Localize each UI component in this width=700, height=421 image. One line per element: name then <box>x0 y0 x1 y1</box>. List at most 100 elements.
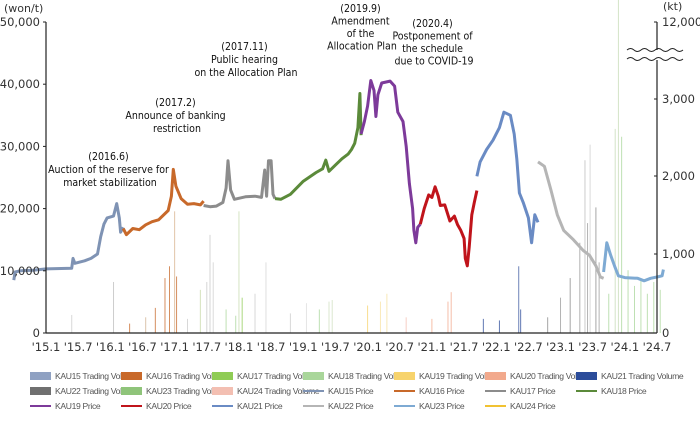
legend-item: KAU21 Price <box>212 401 303 411</box>
x-tick-label: '23.7 <box>578 340 607 354</box>
x-tick-label: '16.7 <box>128 340 157 354</box>
legend-label: KAU16 Trading Volume <box>146 370 229 381</box>
legend-item: KAU24 Trading Volume <box>212 386 320 396</box>
annotation-2016-6: (2016.6) Auction of the reserve for mark… <box>48 151 172 189</box>
legend-swatch-box-icon <box>576 371 597 380</box>
annotation-2019-9: (2019.9) Amendment of the Allocation Pla… <box>327 3 397 53</box>
right-tick-label: 3,000 <box>662 92 695 106</box>
x-tick-label: '21.1 <box>418 340 447 354</box>
x-tick-label: '19.7 <box>321 340 350 354</box>
x-tick-label: '16.1 <box>96 340 125 354</box>
legend-label: KAU15 Trading Volume <box>55 370 138 381</box>
kau15-price-line <box>12 202 125 281</box>
legend-label: KAU24 Price <box>510 400 556 411</box>
legend-label: KAU21 Trading Volume <box>601 370 684 381</box>
legend-swatch-line-icon <box>576 389 597 392</box>
x-tick-label: '17.7 <box>192 340 221 354</box>
legend-item: KAU22 Price <box>303 401 394 411</box>
legend-item: KAU16 Trading Volume <box>121 371 229 381</box>
legend-item: KAU17 Trading Volume <box>212 371 320 381</box>
legend-label: KAU22 Trading Volume <box>55 385 138 396</box>
kau19-price-line <box>359 79 422 245</box>
legend-label: KAU21 Price <box>237 400 283 411</box>
legend-row: KAU15 Trading Volume KAU16 Trading Volume… <box>30 368 690 383</box>
legend-label: KAU23 Price <box>419 400 465 411</box>
x-tick-label: '21.7 <box>450 340 479 354</box>
legend-label: KAU18 Trading Volume <box>328 370 411 381</box>
legend-label: KAU23 Trading Volume <box>146 385 229 396</box>
x-tick-label: '17.1 <box>160 340 189 354</box>
x-tick-label: '22.7 <box>514 340 543 354</box>
legend-swatch-box-icon <box>121 386 142 395</box>
right-tick-label: 0 <box>662 326 669 340</box>
legend-item: KAU16 Price <box>394 386 485 396</box>
annotation-2017-2: (2017.2) Announce of banking restriction <box>125 97 228 135</box>
legend-swatch-box-icon <box>485 371 506 380</box>
legend-swatch-box-icon <box>303 371 324 380</box>
left-tick-label: 0 <box>33 326 40 340</box>
legend-swatch-box-icon <box>121 371 142 380</box>
legend-item: KAU15 Price <box>303 386 394 396</box>
x-tick-label: '15.7 <box>64 340 93 354</box>
legend-label: KAU17 Price <box>510 385 556 396</box>
legend-item: KAU18 Trading Volume <box>303 371 411 381</box>
legend-label: KAU18 Price <box>601 385 647 396</box>
axis-break-icon <box>626 48 684 61</box>
x-tick-label: '20.7 <box>385 340 414 354</box>
annotation-2020-4: (2020.4) Postponement of the schedule du… <box>392 18 475 68</box>
legend-swatch-line-icon <box>303 404 324 407</box>
left-tick-label: 50,000 <box>0 15 40 29</box>
left-tick-label: 40,000 <box>0 77 40 91</box>
kau23-price-line <box>602 241 665 283</box>
kau21-price-line <box>475 110 540 245</box>
x-tick-label: '20.1 <box>353 340 382 354</box>
kau18-price-line <box>274 92 363 201</box>
legend-item: KAU15 Trading Volume <box>30 371 138 381</box>
price-volume-chart: (won/t) (kt) 50,000 40,000 30,000 20,000 10,… <box>0 0 700 354</box>
legend-item: KAU20 Price <box>121 401 212 411</box>
legend-row: KAU22 Trading Volume KAU23 Trading Volume… <box>30 383 690 398</box>
right-tick-label: 2,000 <box>662 169 695 183</box>
legend-label: KAU15 Price <box>328 385 374 396</box>
left-tick-label: 30,000 <box>0 139 40 153</box>
legend-item: KAU24 Price <box>485 401 576 411</box>
x-tick-label: '18.1 <box>225 340 254 354</box>
kau22-price-line <box>537 160 605 280</box>
legend-item: KAU23 Trading Volume <box>121 386 229 396</box>
x-axis-ticks: '15.1'15.7'16.1'16.7'17.1'17.7 '18.1'18.7… <box>32 340 672 354</box>
legend-item: KAU20 Trading Volume <box>485 371 593 381</box>
legend-label: KAU19 Trading Volume <box>419 370 502 381</box>
price-lines <box>12 79 665 283</box>
legend-label: KAU17 Trading Volume <box>237 370 320 381</box>
x-tick-label: '24.1 <box>610 340 639 354</box>
x-tick-label: '23.1 <box>546 340 575 354</box>
legend-swatch-box-icon <box>30 386 51 395</box>
legend-swatch-line-icon <box>121 404 142 407</box>
legend-swatch-line-icon <box>485 404 506 407</box>
left-axis-unit: (won/t) <box>4 2 43 15</box>
legend-swatch-line-icon <box>303 389 324 392</box>
legend-swatch-box-icon <box>30 371 51 380</box>
legend-item: KAU21 Trading Volume <box>576 371 684 381</box>
x-tick-label: '15.1 <box>32 340 61 354</box>
trading-volume-bars <box>71 0 661 333</box>
legend-item: KAU19 Price <box>30 401 121 411</box>
left-tick-label: 20,000 <box>0 202 40 216</box>
right-axis-ticks: 12,000 3,000 2,000 1,000 0 <box>654 15 700 340</box>
kau16-price-line <box>121 167 205 237</box>
kau20-price-line <box>418 185 479 268</box>
legend-swatch-line-icon <box>30 404 51 407</box>
legend-swatch-line-icon <box>394 404 415 407</box>
legend-label: KAU20 Trading Volume <box>510 370 593 381</box>
left-axis-ticks: 50,000 40,000 30,000 20,000 10,000 0 <box>0 15 46 340</box>
legend-swatch-box-icon <box>212 371 233 380</box>
legend-item: KAU18 Price <box>576 386 667 396</box>
legend-row: KAU19 Price KAU20 Price KAU21 Price KAU22 P… <box>30 398 690 413</box>
legend-label: KAU24 Trading Volume <box>237 385 320 396</box>
legend-item: KAU23 Price <box>394 401 485 411</box>
x-tick-label: '24.7 <box>643 340 672 354</box>
right-axis-unit: (kt) <box>663 0 682 13</box>
legend-label: KAU16 Price <box>419 385 465 396</box>
legend-item: KAU17 Price <box>485 386 576 396</box>
kau17-price-line <box>203 159 277 209</box>
